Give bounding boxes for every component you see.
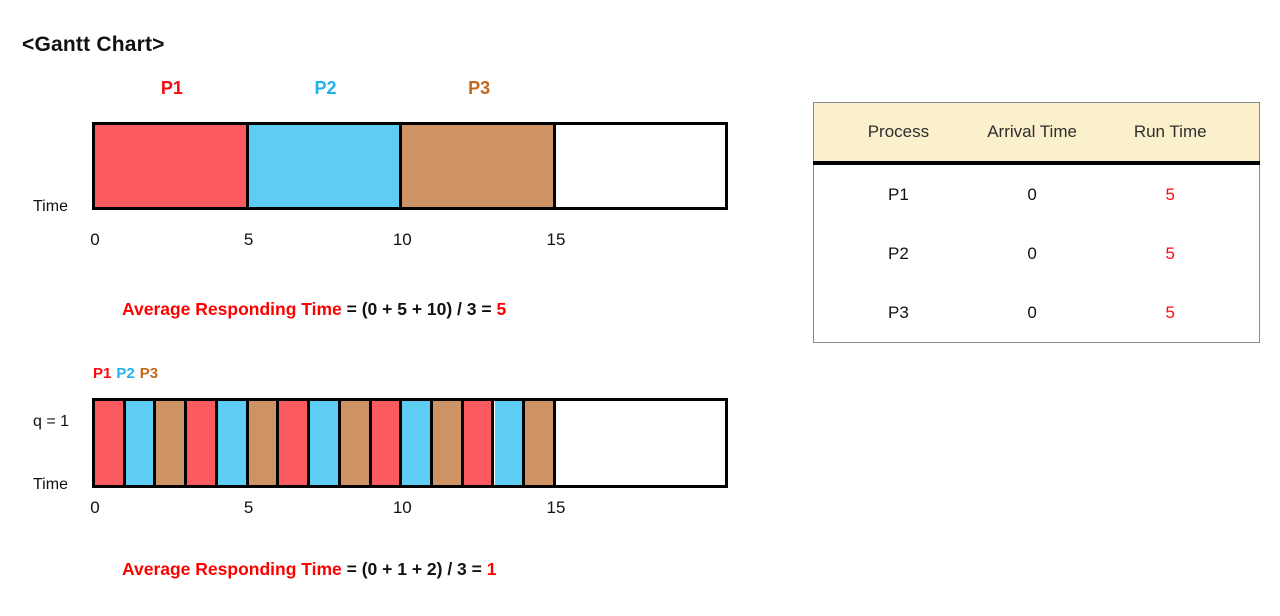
gantt-bar — [92, 398, 728, 488]
gantt-segment-p3 — [156, 401, 188, 485]
gantt-segment-p3 — [248, 401, 280, 485]
time-axis-label: Time — [33, 476, 68, 493]
gantt-segment-p3 — [525, 401, 556, 485]
gantt-segment-p1 — [463, 401, 495, 485]
axis-tick-10: 10 — [392, 498, 412, 517]
quantum-label: q = 1 — [33, 413, 70, 430]
cell-run-time: 5 — [1165, 302, 1175, 322]
cell-process: P2 — [888, 243, 909, 263]
col-header-run-time: Run Time — [1081, 102, 1260, 165]
cell-run-time: 5 — [1165, 184, 1175, 204]
process-labels-row: P1 P2 P3 — [93, 365, 163, 382]
formula-equation: = (0 + 1 + 2) / 3 = — [341, 559, 487, 579]
table-row-p2: P2 0 5 — [814, 224, 1260, 283]
formula-equation: = (0 + 5 + 10) / 3 = — [341, 299, 497, 319]
cell-process: P3 — [888, 302, 909, 322]
gantt-segment-p2 — [402, 401, 434, 485]
process-label-p3: P3 — [468, 78, 491, 98]
formula-label: Average Responding Time — [122, 299, 342, 319]
gantt-segment-p2 — [217, 401, 249, 485]
table-row-p3: P3 0 5 — [814, 283, 1260, 343]
process-label-p2: P2 — [314, 78, 337, 98]
process-label-p1: P1 — [160, 78, 183, 98]
process-label-p1: P1 — [93, 365, 112, 382]
gantt-segment-p2 — [248, 125, 403, 207]
average-responding-time-fcfs: Average Responding Time = (0 + 5 + 10) /… — [122, 299, 506, 320]
cell-arrival-time: 0 — [1027, 184, 1037, 204]
axis-tick-10: 10 — [392, 230, 412, 249]
axis-tick-0: 0 — [90, 230, 100, 249]
axis-tick-15: 15 — [546, 498, 566, 517]
gantt-segment-p3 — [402, 125, 556, 207]
process-table: Process Arrival Time Run Time P1 0 5 P2 0 5 P3… — [813, 102, 1260, 343]
process-table-body: P1 0 5 P2 0 5 P3 0 5 — [814, 163, 1260, 343]
gantt-segment-p2 — [125, 401, 157, 485]
axis-tick-0: 0 — [90, 498, 100, 517]
gantt-segment-p1 — [371, 401, 403, 485]
gantt-segment-p3 — [340, 401, 372, 485]
page-title: <Gantt Chart> — [22, 33, 165, 56]
average-responding-time-round-robin: Average Responding Time = (0 + 1 + 2) / … — [122, 559, 496, 580]
formula-label: Average Responding Time — [122, 559, 342, 579]
table-row-p1: P1 0 5 — [814, 163, 1260, 224]
gantt-segment-p1 — [95, 401, 126, 485]
col-header-arrival-time: Arrival Time — [982, 102, 1082, 165]
process-table-header: Process Arrival Time Run Time — [813, 102, 1260, 165]
col-header-process: Process — [813, 102, 983, 165]
gantt-segment-p1 — [187, 401, 218, 485]
cell-run-time: 5 — [1165, 243, 1175, 263]
gantt-bar — [92, 122, 728, 210]
cell-arrival-time: 0 — [1027, 243, 1037, 263]
axis-ticks-row: 0 5 10 15 — [90, 230, 725, 252]
gantt-segment-p3 — [433, 401, 464, 485]
axis-tick-15: 15 — [546, 230, 566, 249]
axis-ticks-row: 0 5 10 15 — [90, 498, 725, 520]
process-label-p3: P3 — [139, 365, 159, 382]
gantt-segment-p1 — [95, 125, 249, 207]
cell-arrival-time: 0 — [1027, 302, 1037, 322]
cell-process: P1 — [888, 184, 909, 204]
gantt-segment-p2 — [494, 401, 526, 485]
table-header-row: Process Arrival Time Run Time — [813, 102, 1260, 165]
time-axis-label: Time — [33, 198, 68, 215]
axis-tick-5: 5 — [243, 230, 254, 249]
gantt-segment-p1 — [279, 401, 311, 485]
process-labels-row: P1 P2 P3 — [95, 78, 725, 102]
axis-tick-5: 5 — [243, 498, 254, 517]
formula-result: 5 — [496, 299, 507, 319]
formula-result: 1 — [486, 559, 497, 579]
gantt-segment-p2 — [310, 401, 341, 485]
process-label-p2: P2 — [116, 365, 135, 382]
